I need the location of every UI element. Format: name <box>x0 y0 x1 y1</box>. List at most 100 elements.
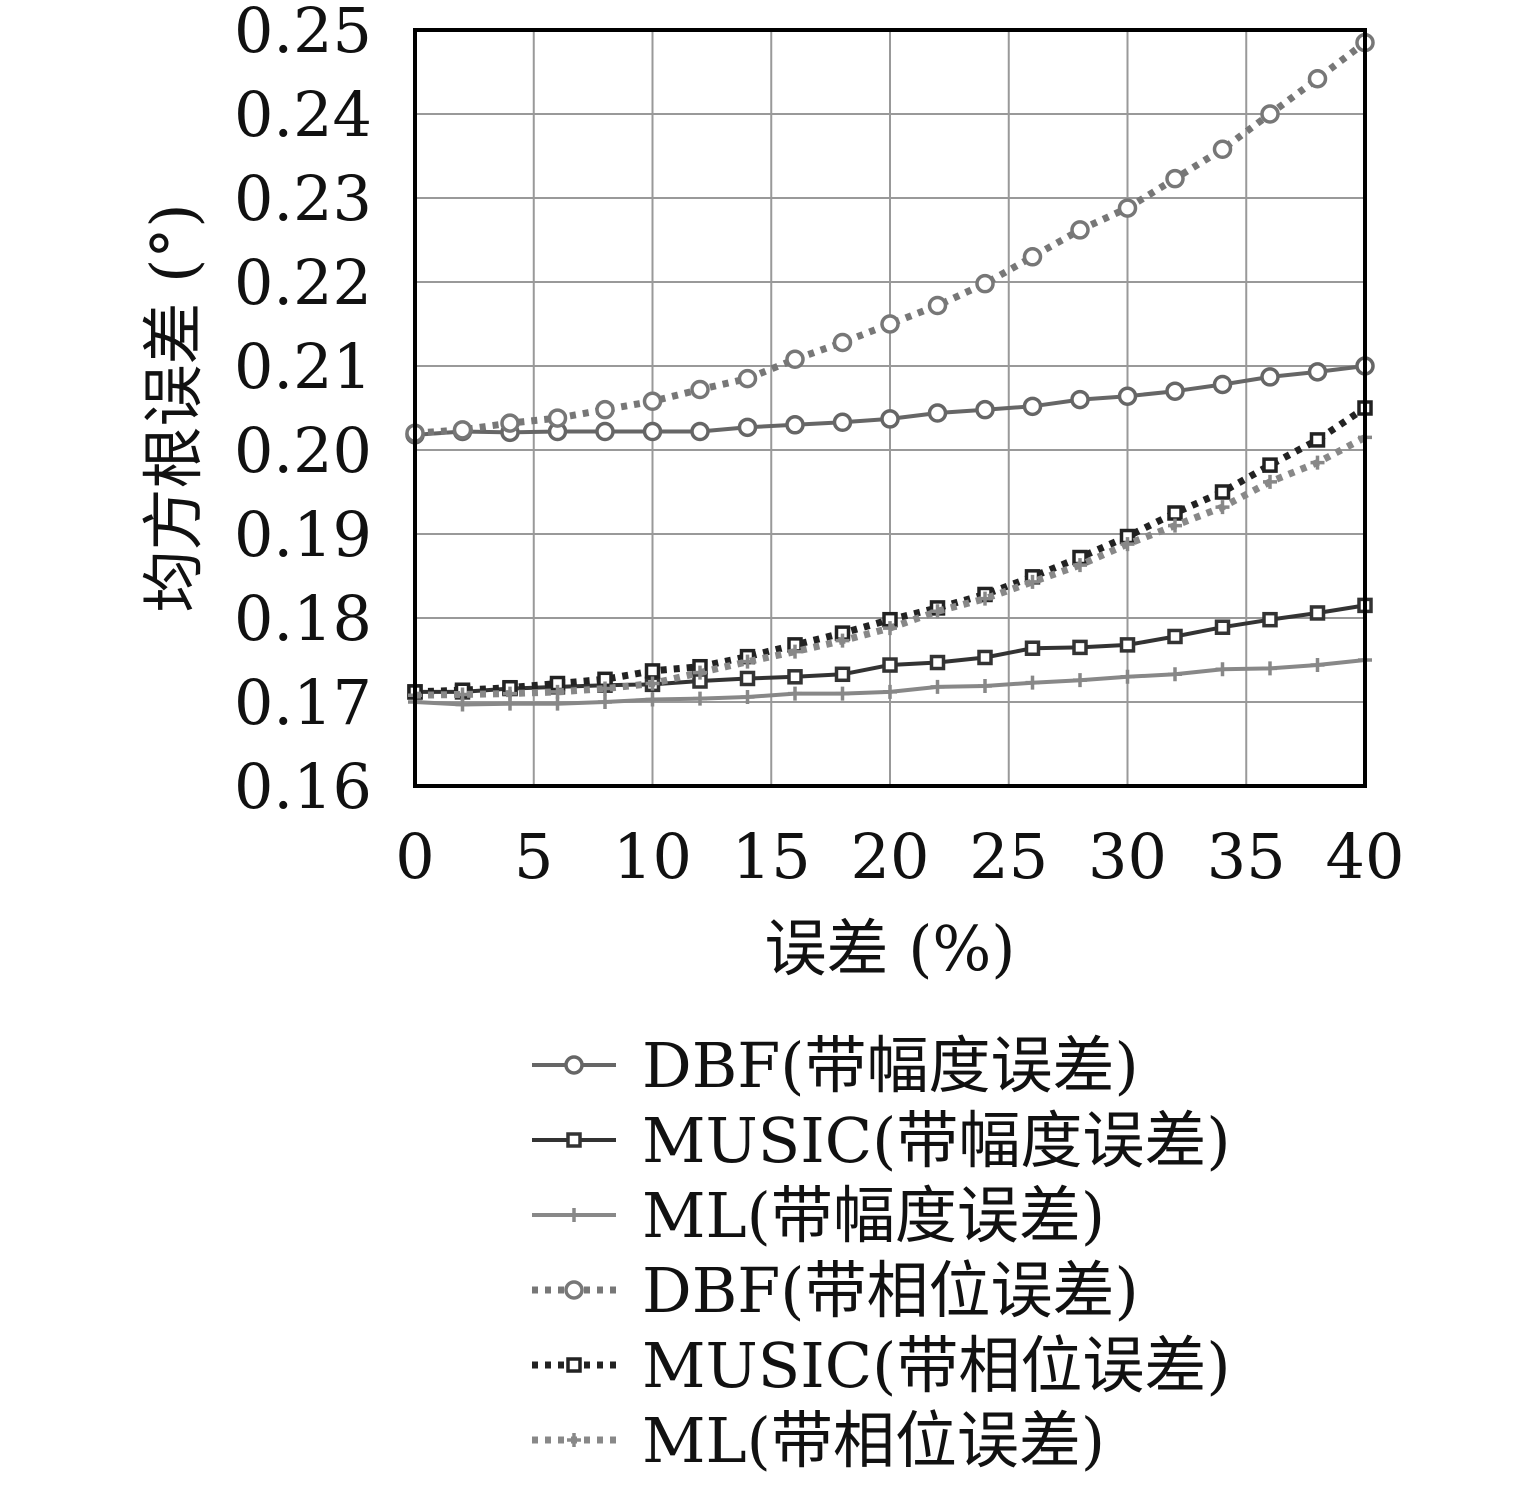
y-tick-label: 0.21 <box>234 330 372 403</box>
x-axis-label: 误差 (%) <box>765 912 1016 985</box>
data-point <box>835 633 850 648</box>
data-point <box>1307 362 1328 382</box>
x-tick-label: 25 <box>969 820 1048 893</box>
data-point <box>1212 139 1233 160</box>
data-point <box>645 692 660 707</box>
data-point <box>1167 628 1183 645</box>
data-point <box>1120 669 1135 684</box>
data-point <box>835 686 850 701</box>
data-point <box>1263 661 1277 676</box>
data-point <box>1025 675 1040 690</box>
data-point <box>739 670 756 687</box>
data-point <box>882 657 898 673</box>
data-point <box>977 649 993 666</box>
data-point <box>930 604 945 619</box>
data-point <box>1117 386 1138 406</box>
data-point <box>690 379 710 400</box>
data-point <box>1215 500 1230 515</box>
y-tick-label: 0.25 <box>234 0 372 67</box>
data-point <box>564 1280 584 1300</box>
data-point <box>690 421 710 442</box>
data-point <box>975 399 995 420</box>
y-tick-label: 0.18 <box>234 582 372 655</box>
data-point <box>1165 168 1185 189</box>
y-tick-label: 0.24 <box>234 78 372 151</box>
legend-item: MUSIC(带幅度误差) <box>532 1104 1231 1177</box>
data-point <box>1165 381 1185 401</box>
data-point <box>1214 484 1231 500</box>
legend-label: DBF(带幅度误差) <box>642 1029 1139 1102</box>
data-point <box>740 689 755 704</box>
data-point <box>452 420 473 440</box>
data-point <box>1073 673 1087 688</box>
y-tick-label: 0.16 <box>234 750 372 823</box>
data-point <box>880 314 900 334</box>
series-line <box>414 39 1368 437</box>
data-point <box>832 332 853 353</box>
legend-item: DBF(带幅度误差) <box>532 1029 1139 1102</box>
data-point <box>1309 432 1326 448</box>
data-point <box>927 295 948 316</box>
data-point <box>642 391 663 412</box>
data-point <box>883 621 897 636</box>
data-point <box>880 409 900 429</box>
data-point <box>693 691 707 706</box>
data-point <box>642 421 663 442</box>
data-point <box>1262 457 1278 473</box>
series-6 <box>408 430 1372 703</box>
data-point <box>1307 68 1328 89</box>
legend-label: MUSIC(带幅度误差) <box>642 1104 1231 1177</box>
data-point <box>788 644 802 659</box>
x-tick-label: 10 <box>613 820 692 893</box>
data-point <box>1168 667 1182 682</box>
data-point <box>1310 455 1325 470</box>
data-point <box>978 591 992 606</box>
data-point <box>785 349 805 370</box>
series-2 <box>407 597 1373 700</box>
legend-item: DBF(带相位误差) <box>532 1254 1139 1327</box>
y-tick-label: 0.22 <box>234 246 372 319</box>
data-point <box>787 669 803 685</box>
y-tick-label: 0.23 <box>234 162 372 235</box>
data-point <box>1167 505 1183 521</box>
legend-label: ML(带幅度误差) <box>642 1179 1105 1252</box>
data-point <box>929 654 946 671</box>
data-point <box>567 1433 581 1447</box>
data-point <box>975 273 995 294</box>
data-point <box>566 1132 582 1148</box>
data-point <box>1070 389 1090 410</box>
data-point <box>550 696 565 711</box>
data-point <box>785 415 805 435</box>
data-point <box>1310 658 1325 673</box>
data-point <box>1212 374 1233 395</box>
data-point <box>1168 518 1182 533</box>
x-tick-label: 15 <box>732 820 811 893</box>
data-point <box>883 684 897 699</box>
y-tick-label: 0.17 <box>234 666 372 739</box>
data-point <box>1260 367 1280 387</box>
data-point <box>598 695 612 709</box>
data-point <box>564 1055 584 1075</box>
data-point <box>455 687 470 702</box>
data-point <box>1260 104 1280 124</box>
legend: DBF(带幅度误差)MUSIC(带幅度误差)ML(带幅度误差)DBF(带相位误差… <box>532 1029 1231 1477</box>
data-point <box>788 686 802 701</box>
data-point <box>1120 537 1135 552</box>
data-point <box>978 679 992 694</box>
data-point <box>595 399 615 420</box>
data-point <box>1262 611 1278 628</box>
data-point <box>644 663 661 679</box>
data-point <box>1263 474 1277 489</box>
data-point <box>500 413 520 433</box>
data-point <box>1072 639 1088 656</box>
data-point <box>1022 396 1043 417</box>
data-point <box>1073 558 1087 573</box>
data-point <box>1022 247 1043 267</box>
data-point <box>566 1357 582 1373</box>
legend-item: ML(带幅度误差) <box>532 1179 1105 1252</box>
y-axis-label: 均方根误差 (°) <box>137 203 210 612</box>
data-point <box>503 686 517 701</box>
y-tick-label: 0.19 <box>234 498 372 571</box>
x-tick-label: 0 <box>395 820 434 893</box>
